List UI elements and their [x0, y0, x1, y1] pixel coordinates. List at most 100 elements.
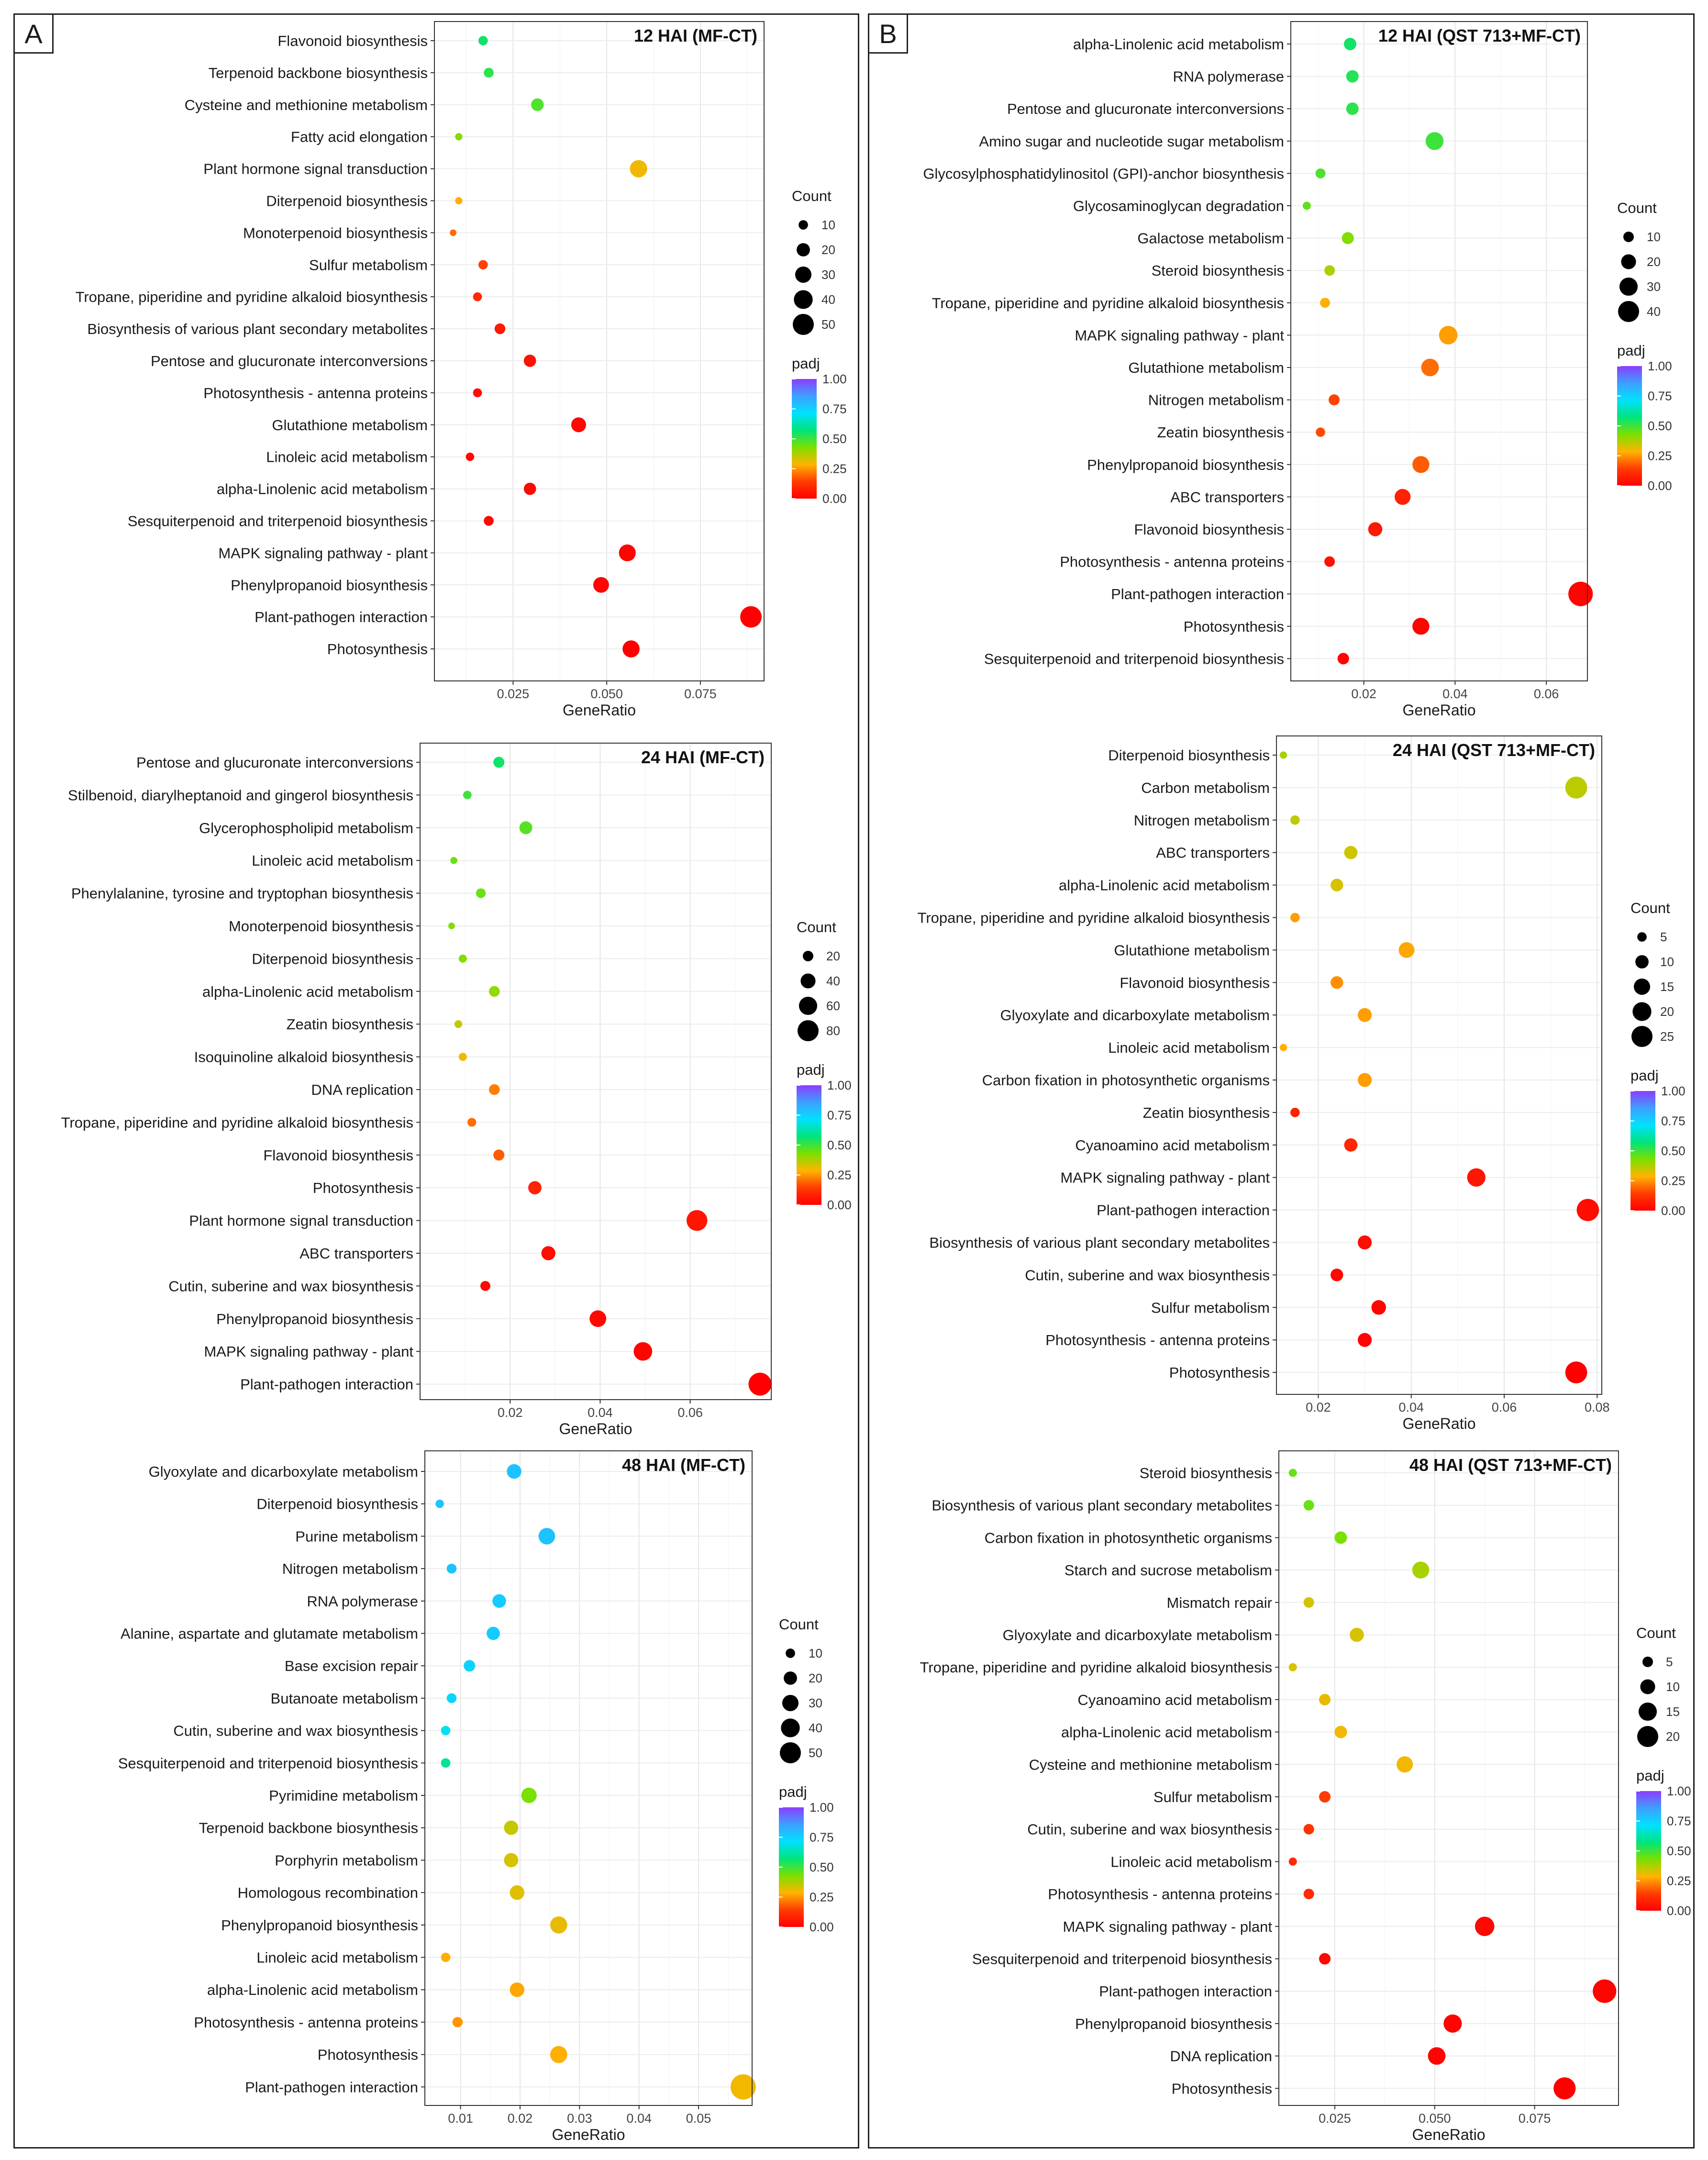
y-tick-label: Mismatch repair: [1167, 1594, 1273, 1611]
count-legend-label: 60: [826, 999, 840, 1013]
dotplot-5: Diterpenoid biosynthesis Carbon metabolis…: [918, 735, 1686, 1432]
colorbar-tick-label: 0.25: [1648, 449, 1672, 463]
data-point: [740, 606, 762, 628]
data-point: [1303, 1597, 1314, 1608]
data-point: [1412, 1561, 1430, 1579]
data-point: [1288, 1663, 1297, 1671]
count-legend-dot: [1618, 301, 1639, 322]
y-tick-label: Glycerophospholipid metabolism: [199, 820, 413, 836]
colorbar-tick-label: 1.00: [1648, 359, 1672, 373]
y-tick-label: Purine metabolism: [295, 1528, 418, 1545]
x-axis-label: GeneRatio: [552, 2126, 625, 2143]
data-point: [1568, 581, 1593, 606]
data-point: [1303, 1824, 1314, 1835]
data-point: [510, 1885, 525, 1900]
y-tick-label: Isoquinoline alkaloid biosynthesis: [194, 1049, 413, 1066]
y-tick-label: Photosynthesis: [318, 2047, 418, 2063]
plot-title: 12 HAI (MF-CT): [634, 26, 757, 45]
data-point: [1331, 879, 1343, 891]
y-tick-label: MAPK signaling pathway - plant: [1063, 1918, 1272, 1935]
y-tick-label: Plant-pathogen interaction: [245, 2079, 418, 2095]
y-tick-label: Photosynthesis - antenna proteins: [1045, 1332, 1270, 1348]
data-point: [1593, 1979, 1617, 2003]
y-tick-label: Pentose and glucuronate interconversions: [136, 754, 413, 771]
count-legend-dot: [1640, 1679, 1655, 1694]
y-tick-label: Cyanoamino acid metabolism: [1075, 1137, 1270, 1154]
colorbar-tick-label: 0.50: [1667, 1844, 1691, 1858]
data-point: [1443, 2014, 1462, 2033]
panel-a-label: A: [13, 13, 54, 54]
plot-border: [1290, 21, 1588, 681]
data-point: [1439, 326, 1458, 345]
data-point: [619, 544, 636, 561]
data-point: [473, 292, 482, 301]
y-tick-label: Porphyrin metabolism: [275, 1852, 418, 1869]
data-point: [1395, 489, 1411, 505]
dotplot-2: Pentose and glucuronate interconversions…: [61, 743, 852, 1437]
y-tick-label: Linoleic acid metabolism: [266, 449, 428, 466]
y-tick-label: Plant-pathogen interaction: [1099, 1983, 1272, 2000]
y-tick-label: Tropane, piperidine and pyridine alkaloi…: [920, 1659, 1272, 1676]
colorbar-tick-label: 0.75: [822, 402, 847, 416]
y-tick-label: Sesquiterpenoid and triterpenoid biosynt…: [984, 650, 1284, 667]
padj-legend-title: padj: [779, 1783, 807, 1800]
colorbar-tick-label: 0.00: [1667, 1904, 1691, 1918]
padj-colorbar: [1630, 1091, 1655, 1211]
data-point: [538, 1528, 555, 1545]
count-legend-title: Count: [792, 188, 832, 204]
data-point: [476, 888, 486, 898]
panel-a-frame: [13, 13, 859, 2149]
plot-border: [1276, 735, 1602, 1395]
count-legend-label: 20: [826, 949, 840, 963]
data-point: [455, 133, 463, 141]
y-tick-label: Zeatin biosynthesis: [1157, 424, 1284, 441]
y-tick-label: Carbon metabolism: [1141, 779, 1270, 796]
y-tick-label: Flavonoid biosynthesis: [277, 33, 428, 49]
colorbar-tick-label: 1.00: [810, 1800, 834, 1815]
count-legend-dot: [793, 314, 814, 335]
count-legend-label: 80: [826, 1024, 840, 1038]
data-point: [466, 452, 475, 461]
data-point: [593, 577, 609, 593]
count-legend-label: 30: [821, 267, 835, 282]
data-point: [446, 1563, 457, 1574]
data-point: [455, 197, 463, 205]
data-point: [1303, 1500, 1314, 1511]
y-tick-label: Glycosaminoglycan degradation: [1073, 198, 1284, 214]
y-tick-label: Diterpenoid biosynthesis: [256, 1496, 418, 1513]
count-legend-dot: [799, 220, 808, 230]
y-tick-label: Steroid biosynthesis: [1140, 1465, 1272, 1481]
data-point: [454, 1020, 463, 1028]
count-legend-label: 10: [1666, 1680, 1680, 1694]
count-legend-label: 5: [1666, 1655, 1673, 1669]
count-legend-label: 20: [1666, 1729, 1680, 1744]
x-tick-label: 0.04: [1398, 1400, 1424, 1414]
y-tick-label: Nitrogen metabolism: [1134, 812, 1270, 829]
y-tick-label: Photosynthesis: [1169, 1364, 1270, 1381]
count-legend-label: 20: [1647, 255, 1661, 269]
y-tick-label: Glyoxylate and dicarboxylate metabolism: [1003, 1627, 1272, 1644]
data-point: [504, 1820, 519, 1835]
count-legend-dot: [780, 1742, 801, 1763]
y-tick-label: Sesquiterpenoid and triterpenoid biosynt…: [972, 1951, 1272, 1968]
data-point: [1371, 1300, 1386, 1315]
count-legend-title: Count: [1630, 900, 1670, 916]
y-tick-label: alpha-Linolenic acid metabolism: [217, 481, 428, 498]
colorbar-tick-label: 0.75: [1648, 389, 1672, 403]
y-tick-label: Linoleic acid metabolism: [1108, 1039, 1270, 1056]
y-tick-label: Photosynthesis - antenna proteins: [194, 2014, 418, 2031]
y-tick-label: DNA replication: [1170, 2048, 1272, 2065]
plot-area: [425, 1451, 752, 2105]
x-tick-label: 0.025: [1319, 2111, 1351, 2126]
panel-b-label: B: [868, 13, 908, 54]
y-tick-label: Phenylpropanoid biosynthesis: [1075, 2015, 1272, 2032]
count-legend-label: 20: [1660, 1004, 1674, 1019]
colorbar-tick-label: 0.75: [827, 1108, 852, 1123]
data-point: [450, 229, 457, 236]
data-point: [441, 1952, 451, 1962]
data-point: [1475, 1916, 1495, 1937]
y-tick-label: Phenylpropanoid biosynthesis: [1087, 456, 1284, 473]
data-point: [1467, 1168, 1486, 1187]
y-tick-label: Plant-pathogen interaction: [1111, 586, 1284, 602]
